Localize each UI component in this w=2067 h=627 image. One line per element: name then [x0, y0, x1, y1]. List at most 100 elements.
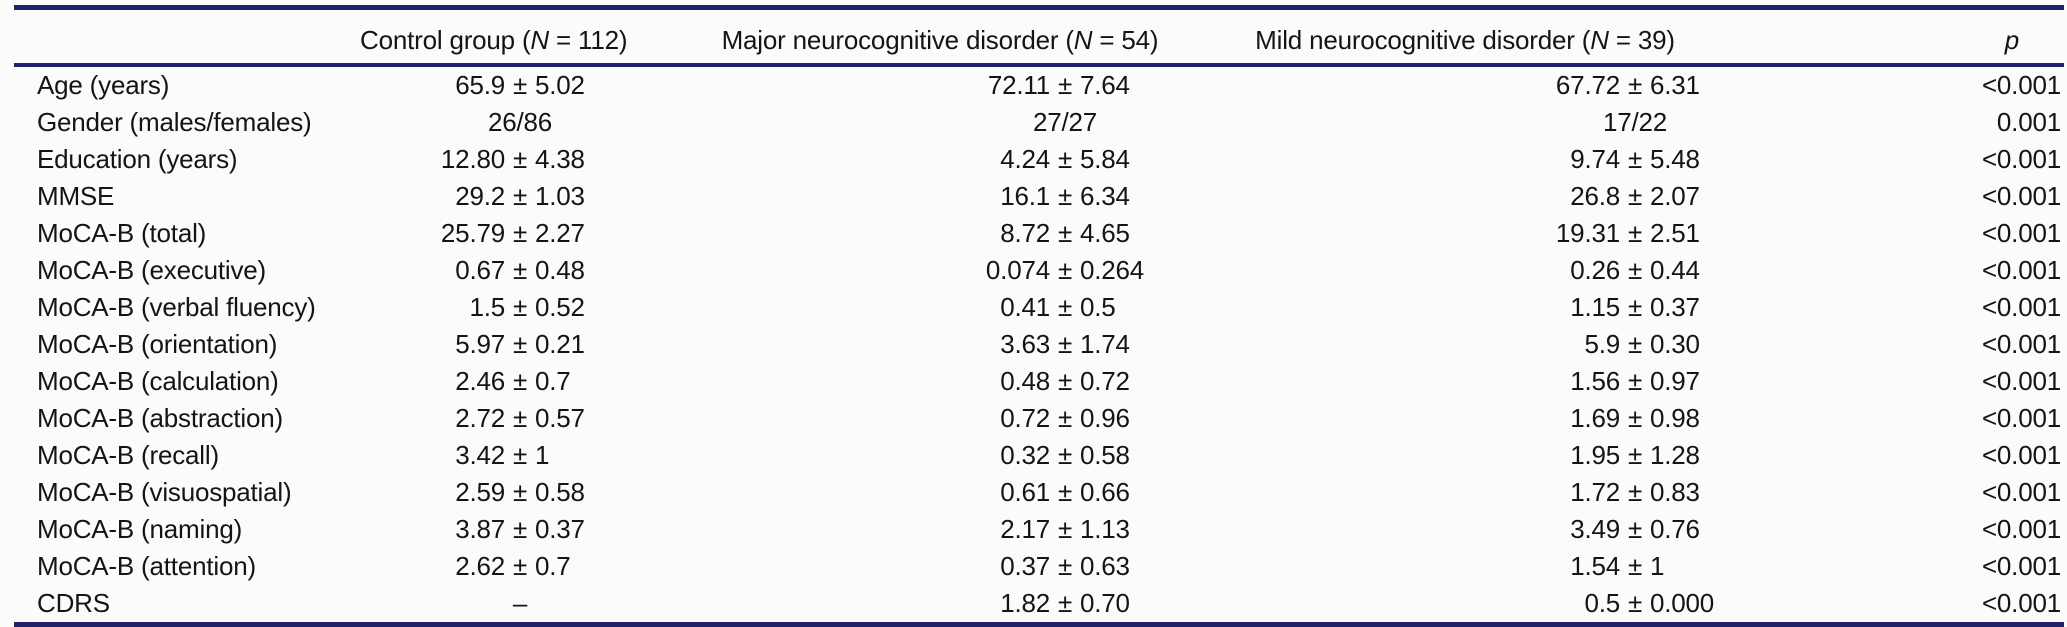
row-label: MoCA-B (abstraction): [37, 403, 283, 433]
mean-value: 2.17: [1000, 514, 1050, 544]
mean-value: 0.32: [1000, 440, 1050, 470]
cell-p: <0.001: [1981, 588, 2061, 618]
cell-major: 8.72 ±4.65: [680, 215, 1200, 252]
plus-minus-sign: ±: [1057, 366, 1073, 396]
mean-value: 1.69: [1570, 403, 1620, 433]
table-row: MoCA-B (visuospatial) 2.59 ±0.58 0.61 ±0.66 1…: [14, 474, 2064, 511]
row-label: MoCA-B (total): [37, 218, 207, 248]
mean-value: 0.26: [1570, 255, 1620, 285]
cell-control: 65.9 ±5.02: [360, 65, 680, 104]
value: 0.61 ±0.66: [970, 474, 1160, 511]
mean-value: 3.49: [1570, 514, 1620, 544]
cell-mild: 3.49 ±0.76: [1200, 511, 1730, 548]
cell-major: 2.17 ±1.13: [680, 511, 1200, 548]
cell-p: <0.001: [1981, 366, 2061, 396]
sd-value: 0.21: [535, 329, 585, 359]
value: 67.72 ±6.31: [1540, 67, 1730, 104]
cell-p: <0.001: [1981, 292, 2061, 322]
cell-mild: 0.26 ±0.44: [1200, 252, 1730, 289]
sd-value: 6.31: [1650, 70, 1700, 100]
mean-value: 1.54: [1570, 551, 1620, 581]
table-wrap: Control group (N = 112) Major neurocognit…: [14, 5, 2064, 627]
mean-value: 0.67: [455, 255, 505, 285]
cell-control: 0.67 ±0.48: [360, 252, 680, 289]
plus-minus-sign: ±: [1057, 514, 1073, 544]
value: 17/22: [1540, 104, 1730, 141]
sd-value: 0.264: [1080, 255, 1145, 285]
cell-major: 3.63 ±1.74: [680, 326, 1200, 363]
mean-value: 0.48: [1000, 366, 1050, 396]
sd-value: 0.58: [535, 477, 585, 507]
cell-control: 3.42 ±1: [360, 437, 680, 474]
row-label: MoCA-B (calculation): [37, 366, 279, 396]
cell-major: 0.72 ±0.96: [680, 400, 1200, 437]
mean-value: 5.97: [455, 329, 505, 359]
plus-minus-sign: ±: [1627, 181, 1643, 211]
mean-value: 0.72: [1000, 403, 1050, 433]
sd-value: 1: [1650, 551, 1665, 581]
column-header-mild-ncd: Mild neurocognitive disorder (N = 39): [1255, 25, 1675, 55]
plus-minus-sign: ±: [1627, 588, 1643, 618]
cell-control: 1.5 ±0.52: [360, 289, 680, 326]
sd-value: 4.38: [535, 144, 585, 174]
cell-mild: 26.8 ±2.07: [1200, 178, 1730, 215]
plus-minus-sign: ±: [512, 144, 528, 174]
value: 27/27: [970, 104, 1160, 141]
plus-minus-sign: ±: [1627, 551, 1643, 581]
mean-value: 2.59: [455, 477, 505, 507]
cell-major: 4.24 ±5.84: [680, 141, 1200, 178]
plus-minus-sign: ±: [512, 440, 528, 470]
sd-value: 0.66: [1080, 477, 1130, 507]
row-label: Gender (males/females): [37, 107, 312, 137]
cell-control: 25.79 ±2.27: [360, 215, 680, 252]
mean-value: 1.15: [1570, 292, 1620, 322]
mean-value: 0.41: [1000, 292, 1050, 322]
cell-control: 3.87 ±0.37: [360, 511, 680, 548]
value: 2.72 ±0.57: [425, 400, 615, 437]
value: 1.56 ±0.97: [1540, 363, 1730, 400]
sd-value: 0.37: [1650, 292, 1700, 322]
table-header: Control group (N = 112) Major neurocognit…: [14, 8, 2064, 65]
value: 4.24 ±5.84: [970, 141, 1160, 178]
cell-control: 2.46 ±0.7: [360, 363, 680, 400]
sd-value: 1.13: [1080, 514, 1130, 544]
plain-value: 27/27: [1032, 107, 1098, 137]
mean-value: 1.95: [1570, 440, 1620, 470]
cell-control: 2.62 ±0.7: [360, 548, 680, 585]
plus-minus-sign: ±: [1627, 292, 1643, 322]
sd-value: 0.44: [1650, 255, 1700, 285]
cell-mild: 17/22: [1200, 104, 1730, 141]
mean-value: 65.9: [455, 70, 505, 100]
cell-p: <0.001: [1981, 255, 2061, 285]
mean-value: 3.42: [455, 440, 505, 470]
mean-value: 29.2: [455, 181, 505, 211]
row-label: CDRS: [37, 588, 110, 618]
cell-p: <0.001: [1981, 440, 2061, 470]
value: 65.9 ±5.02: [425, 67, 615, 104]
sd-value: 1.74: [1080, 329, 1130, 359]
value: 0.67 ±0.48: [425, 252, 615, 289]
plus-minus-sign: ±: [1057, 329, 1073, 359]
mean-value: 2.72: [455, 403, 505, 433]
table-row: MoCA-B (recall) 3.42 ±1 0.32 ±0.58 1.95 ±1.28 <…: [14, 437, 2064, 474]
sd-value: 1: [535, 440, 550, 470]
plain-value: 26/86: [487, 107, 553, 137]
value: 9.74 ±5.48: [1540, 141, 1730, 178]
value: 1.15 ±0.37: [1540, 289, 1730, 326]
value: 1.82 ±0.70: [970, 585, 1160, 622]
column-header-major-ncd: Major neurocognitive disorder (N = 54): [721, 25, 1159, 55]
plus-minus-sign: ±: [1057, 218, 1073, 248]
plus-minus-sign: ±: [512, 329, 528, 359]
cell-p: 0.001: [1996, 107, 2061, 137]
mean-value: 3.87: [455, 514, 505, 544]
column-header-control-group: Control group (N = 112): [360, 25, 628, 55]
mean-value: 19.31: [1555, 218, 1620, 248]
plus-minus-sign: ±: [512, 477, 528, 507]
value: 3.42 ±1: [425, 437, 615, 474]
cell-p: <0.001: [1981, 70, 2061, 100]
mean-value: 0.074: [985, 255, 1050, 285]
mean-value: 2.46: [455, 366, 505, 396]
mean-value: 9.74: [1570, 144, 1620, 174]
table-row: MoCA-B (attention) 2.62 ±0.7 0.37 ±0.63 1.54 ±…: [14, 548, 2064, 585]
table-row: Age (years) 65.9 ±5.02 72.11 ±7.64 67.72 ±6.31…: [14, 65, 2064, 104]
